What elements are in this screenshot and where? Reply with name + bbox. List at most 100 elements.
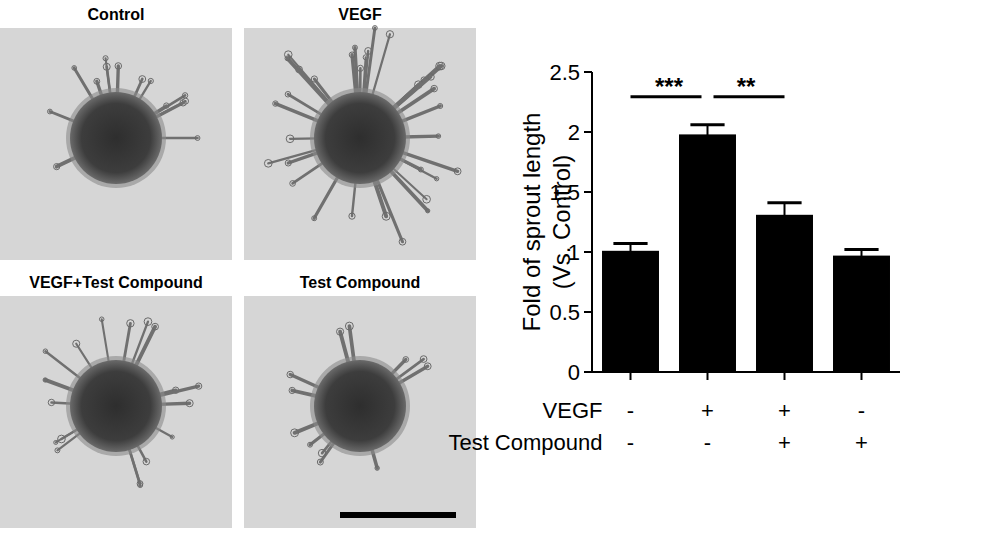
error-bar [767, 203, 801, 227]
sprout-tip [438, 103, 443, 108]
sprout-tip [54, 164, 60, 170]
sprout-tip [311, 76, 317, 82]
sprout-tip [349, 213, 355, 219]
y-tick [584, 71, 592, 73]
sprout-tip [73, 340, 80, 347]
y-tick-label: 2 [568, 120, 580, 145]
y-tick-label: 0.5 [549, 300, 580, 325]
error-cap [767, 201, 801, 204]
sprout-tip [403, 357, 409, 363]
y-axis-label-line: Fold of sprout length [518, 113, 545, 332]
y-tick-label: 0 [568, 360, 580, 385]
sprout-tip [426, 209, 430, 213]
sprout-tip [349, 52, 355, 58]
sprout-tip [373, 26, 378, 31]
sprout-tip [289, 387, 295, 393]
sprout-tip [144, 318, 152, 326]
error-bar [690, 125, 724, 144]
sprout-tip [285, 160, 291, 166]
condition-label: VEGF [543, 398, 603, 423]
panel-title: VEGF+Test Compound [29, 274, 202, 291]
sprout-tip [58, 435, 66, 443]
micrograph [0, 28, 232, 260]
spheroid-rim [66, 356, 166, 456]
sprout [391, 66, 439, 110]
figure: ControlVEGFVEGF+Test CompoundTest Compou… [0, 0, 982, 539]
sprout-tip [436, 62, 444, 70]
condition-sign: - [627, 398, 634, 423]
sprout-tip [43, 378, 47, 382]
y-tick [584, 311, 592, 313]
bar [602, 251, 659, 372]
error-bar [613, 244, 647, 258]
image-background [244, 28, 476, 260]
spheroid-rim [66, 88, 166, 188]
sprout-tip [317, 459, 323, 465]
error-stem [707, 125, 709, 144]
sprout-tip [182, 93, 187, 98]
x-tick [630, 372, 632, 380]
sprout-tip [103, 56, 108, 61]
sprout-tip [345, 322, 353, 330]
sprout-tip [139, 76, 146, 83]
spheroid [314, 92, 406, 184]
sprout-tip [454, 168, 461, 175]
y-tick [584, 131, 592, 133]
sprout-tip [94, 78, 100, 84]
spheroid [70, 360, 162, 452]
sprout-tip [290, 181, 296, 187]
y-tick [584, 191, 592, 193]
sprout-tip [337, 328, 344, 335]
error-cap [690, 123, 724, 126]
sprout-tip [273, 101, 278, 106]
image-background [244, 296, 476, 528]
error-stem [630, 244, 632, 258]
bar [756, 215, 813, 372]
sprout-tip [48, 399, 54, 405]
error-cap [613, 242, 647, 245]
condition-sign: + [701, 398, 714, 423]
sprout-tip [195, 136, 200, 141]
sprout-tip [428, 74, 434, 80]
micrograph [0, 296, 232, 528]
sprout-tip [291, 429, 299, 437]
sprout-tip [382, 212, 390, 220]
condition-sign: + [855, 430, 868, 455]
y-tick [584, 371, 592, 373]
sprout-tip [148, 78, 153, 83]
spheroid-rim [310, 88, 410, 188]
sprout-tip [143, 458, 150, 465]
error-stem [784, 203, 786, 227]
sprout-tip [418, 167, 423, 172]
sprout-tip [196, 383, 202, 389]
sprout-tip [137, 481, 143, 487]
sprout-tip [375, 466, 379, 470]
sprout-tip [264, 159, 272, 167]
condition-sign: + [778, 398, 791, 423]
x-tick [784, 372, 786, 380]
sprout-tip [286, 135, 294, 143]
sprout-tip [164, 103, 169, 108]
sprout-tip [152, 323, 159, 330]
sprout-tip [127, 320, 134, 327]
scale-bar [340, 512, 456, 518]
sprout [287, 58, 331, 107]
sprout-tip [386, 31, 393, 38]
canvas: ControlVEGFVEGF+Test CompoundTest Compou… [0, 0, 982, 539]
sprout-tip [285, 91, 291, 97]
sprout-tip [318, 449, 326, 457]
condition-sign: - [858, 398, 865, 423]
sprout [288, 55, 332, 107]
y-axis-label-line: (Vs. Control) [548, 155, 575, 290]
sprout-tip [186, 400, 193, 407]
sprout-tip [115, 63, 122, 70]
panel-title: Test Compound [300, 274, 421, 291]
sprout-tip [352, 45, 357, 50]
x-tick [861, 372, 863, 380]
sprout [389, 169, 428, 211]
sprout-tip [170, 435, 174, 439]
sprout [391, 66, 441, 110]
condition-sign: + [778, 430, 791, 455]
significance-label: *** [655, 73, 684, 100]
sprout [400, 152, 458, 172]
